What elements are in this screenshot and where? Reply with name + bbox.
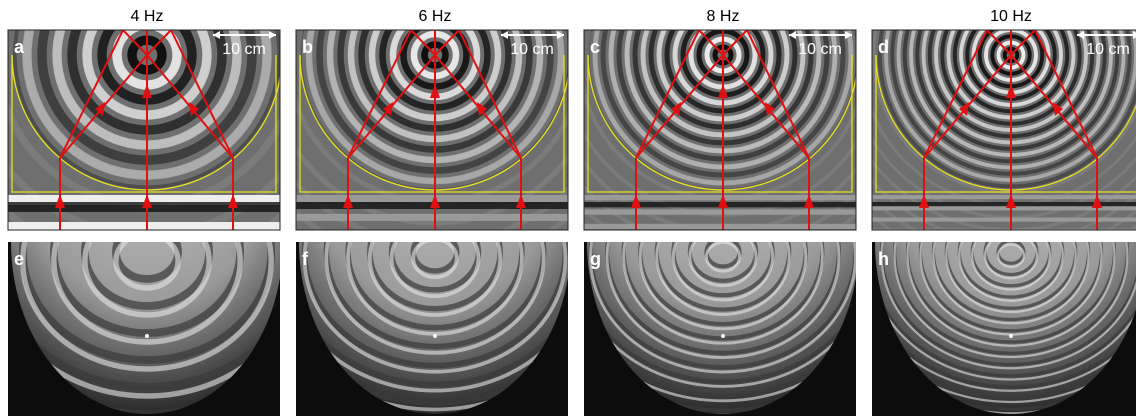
- panel-title: 10 Hz: [990, 8, 1032, 25]
- plane-wave: [296, 214, 568, 221]
- panel-label: h: [878, 249, 889, 269]
- marker: [433, 334, 437, 338]
- panel-label: d: [878, 37, 889, 57]
- panel-title: 4 Hz: [131, 8, 164, 25]
- plane-wave: [296, 195, 568, 202]
- panel-label: a: [14, 37, 25, 57]
- panel-label: f: [302, 249, 309, 269]
- marker: [145, 334, 149, 338]
- panel-label: c: [590, 37, 600, 57]
- figure: 4 Hz 10 cm a 6 Hz 10 cm b 8 Hz 10 cm c 10 Hz 10 cm…: [0, 0, 1136, 416]
- scale-label: 10 cm: [1086, 41, 1130, 58]
- panel-title: 8 Hz: [707, 8, 740, 25]
- plane-wave: [584, 209, 856, 214]
- scale-label: 10 cm: [798, 41, 842, 58]
- panel-label: g: [590, 249, 601, 269]
- scale-label: 10 cm: [510, 41, 554, 58]
- panel-title: 6 Hz: [419, 8, 452, 25]
- marker: [1009, 334, 1013, 338]
- scale-label: 10 cm: [222, 41, 266, 58]
- panel-label: e: [14, 249, 24, 269]
- panel-label: b: [302, 37, 313, 57]
- marker: [721, 334, 725, 338]
- plane-wave: [584, 195, 856, 200]
- plane-wave: [584, 224, 856, 229]
